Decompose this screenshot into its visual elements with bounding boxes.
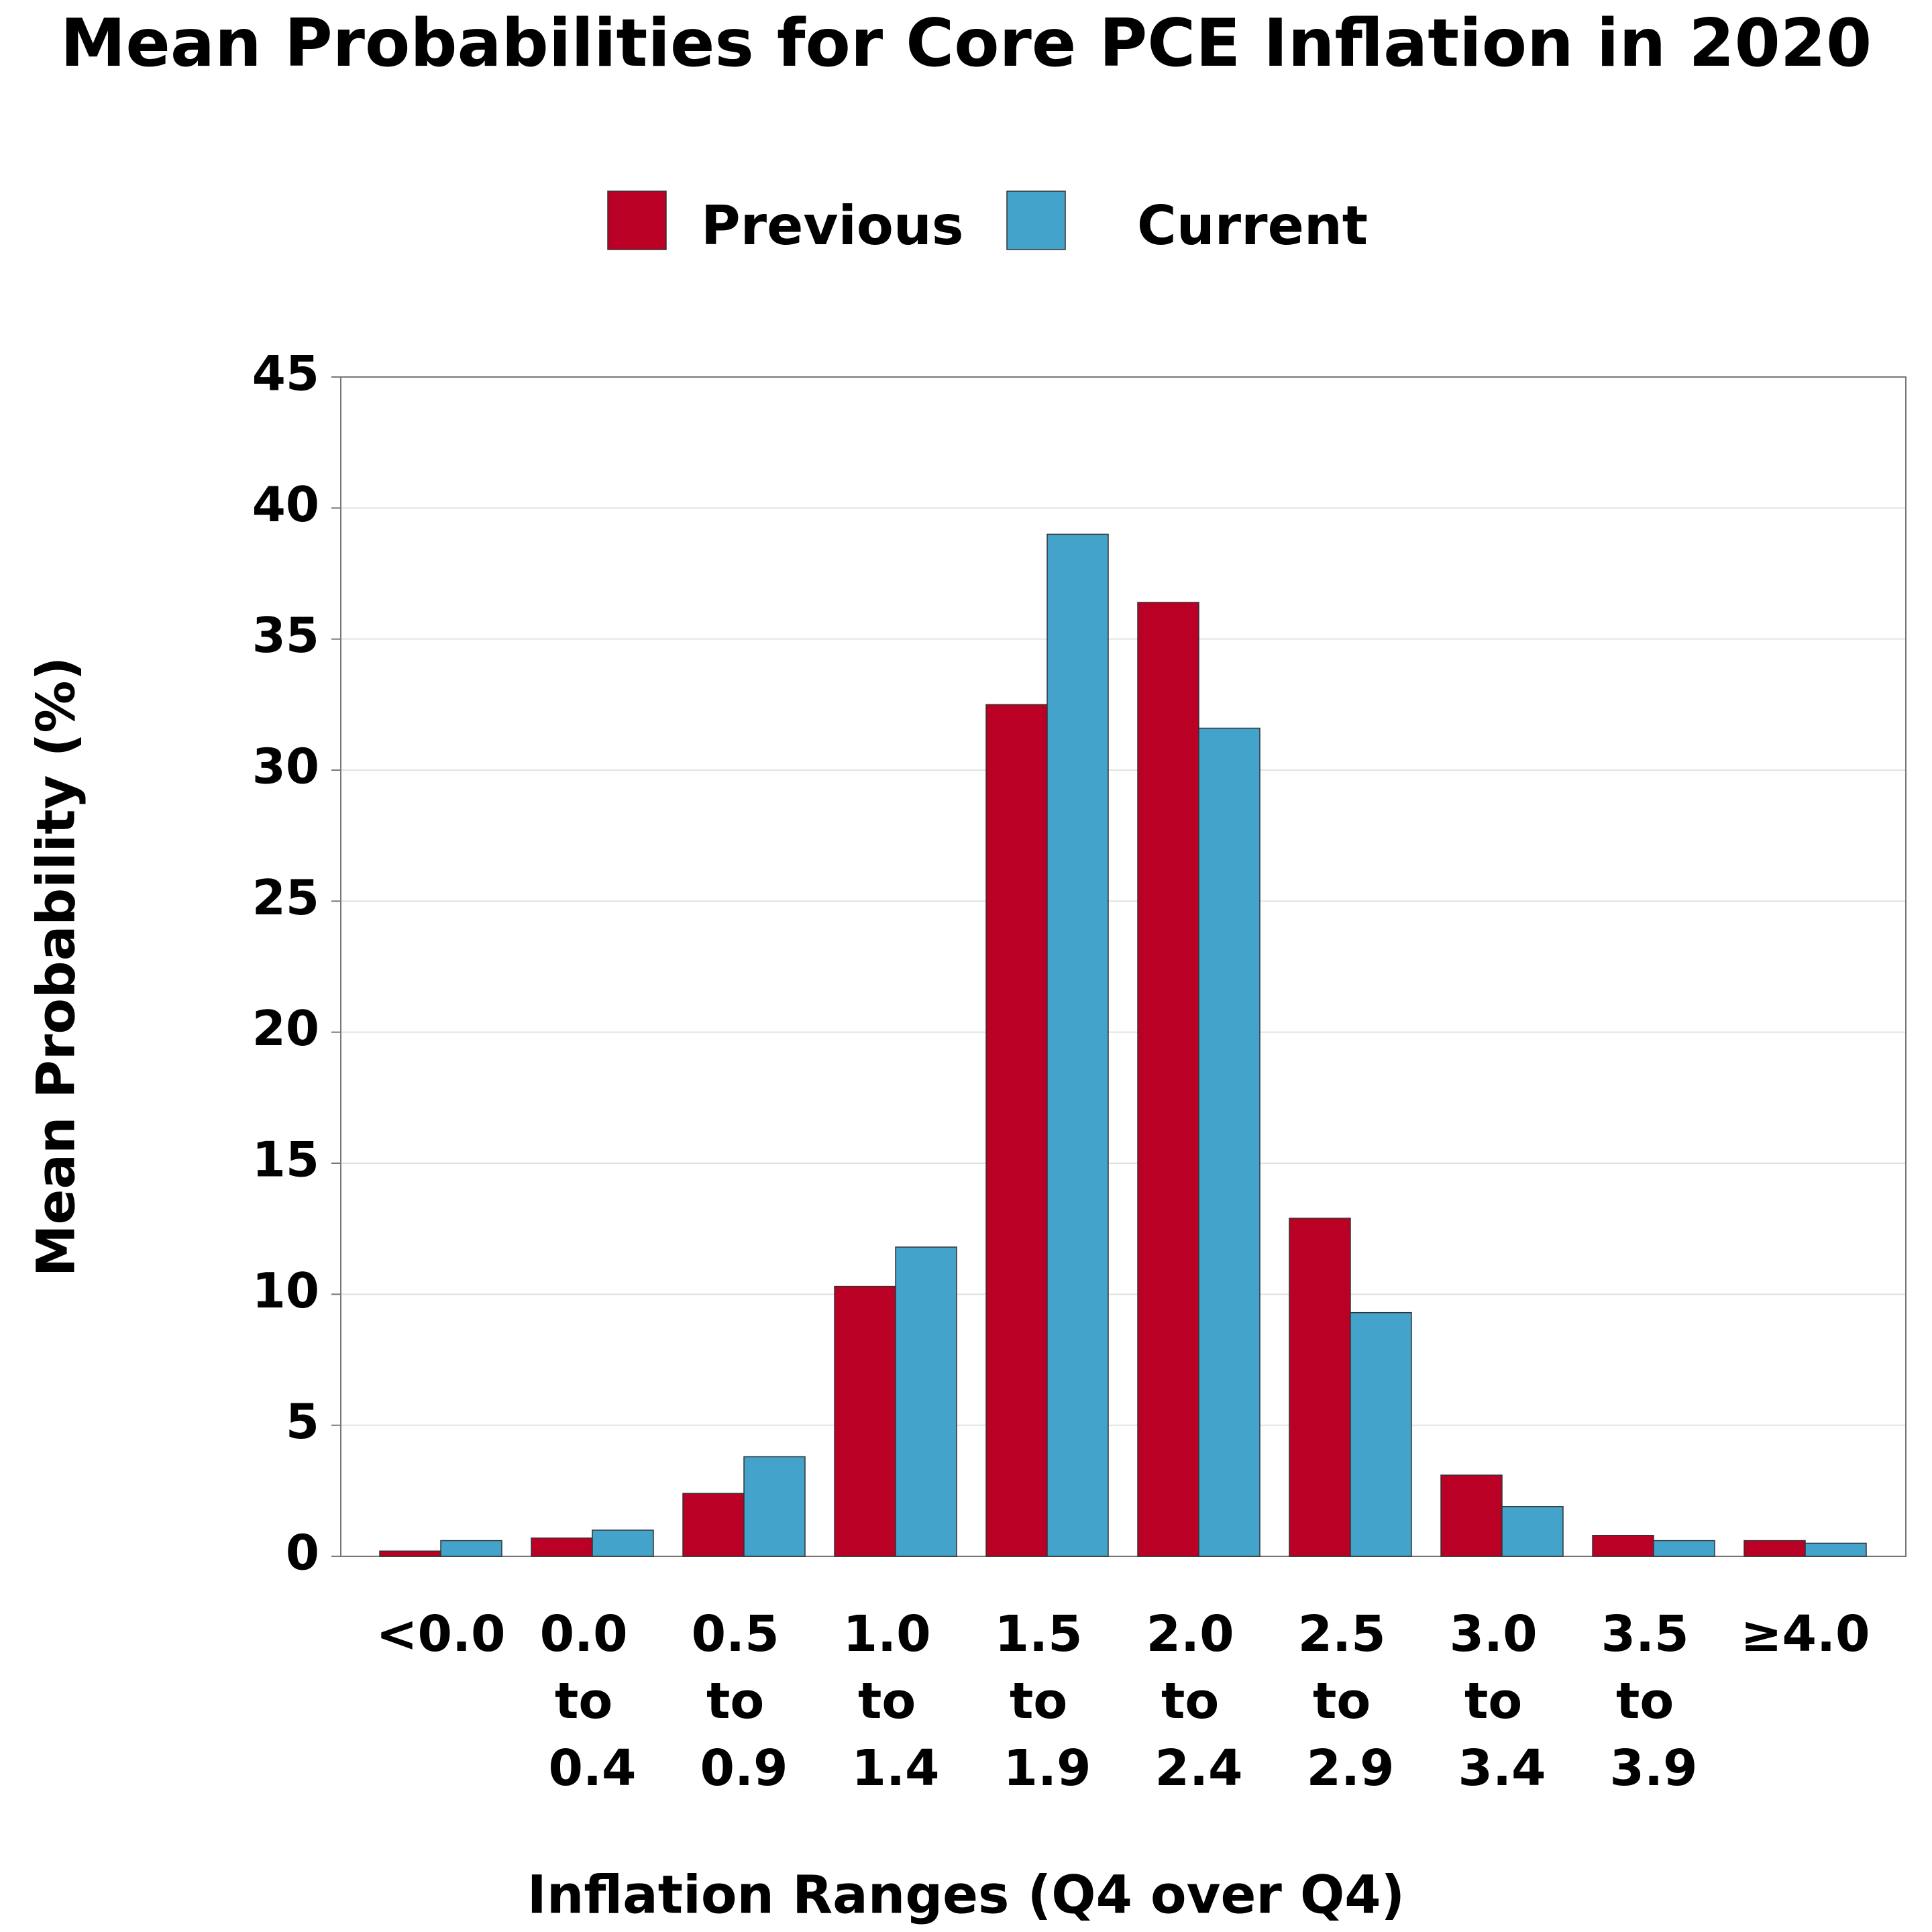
legend-label: Previous xyxy=(701,195,963,257)
bar xyxy=(985,704,1048,1557)
y-tick-label: 30 xyxy=(252,739,319,795)
bar xyxy=(440,1540,502,1557)
legend-swatch xyxy=(1006,191,1066,250)
x-tick-label: 1.0 to 1.4 xyxy=(843,1605,949,1797)
y-tick-label: 5 xyxy=(286,1393,319,1450)
y-tick-label: 45 xyxy=(252,345,319,402)
x-axis-title: Inflation Ranges (Q4 over Q4) xyxy=(527,1865,1405,1925)
bar xyxy=(531,1537,593,1557)
x-tick-label: 2.0 to 2.4 xyxy=(1146,1605,1252,1797)
x-tick-label: 2.5 to 2.9 xyxy=(1298,1605,1403,1797)
y-tick-label: 35 xyxy=(252,607,319,663)
chart-title: Mean Probabilities for Core PCE Inflatio… xyxy=(60,5,1872,82)
x-tick-label: ≥4.0 xyxy=(1740,1605,1870,1663)
bar xyxy=(1137,602,1199,1557)
bar xyxy=(743,1456,806,1557)
bar xyxy=(834,1285,896,1557)
bar xyxy=(1289,1218,1351,1557)
y-axis-title: Mean Probability (%) xyxy=(26,657,87,1277)
bar xyxy=(895,1246,957,1557)
x-tick-label: 3.0 to 3.4 xyxy=(1450,1605,1555,1797)
bar xyxy=(1198,727,1260,1557)
bar xyxy=(1805,1542,1867,1557)
y-tick-label: 20 xyxy=(252,1000,319,1057)
y-tick-label: 25 xyxy=(252,869,319,926)
y-tick-label: 10 xyxy=(252,1263,319,1319)
y-tick-label: 15 xyxy=(252,1132,319,1188)
bar xyxy=(592,1529,654,1557)
plot-frame xyxy=(340,376,1907,1557)
legend-label: Current xyxy=(1137,195,1368,257)
legend-swatch xyxy=(607,191,667,250)
bar xyxy=(1440,1474,1503,1557)
bar xyxy=(1653,1540,1715,1557)
bar xyxy=(682,1493,745,1557)
bar xyxy=(1350,1311,1412,1557)
bar xyxy=(1501,1506,1564,1557)
y-tick-label: 0 xyxy=(286,1525,319,1581)
x-tick-label: 3.5 to 3.9 xyxy=(1601,1605,1707,1797)
bar xyxy=(379,1550,441,1557)
x-tick-label: 1.5 to 1.9 xyxy=(995,1605,1100,1797)
y-tick-label: 40 xyxy=(252,476,319,533)
bar xyxy=(1046,533,1109,1557)
x-tick-label: <0.0 xyxy=(376,1605,505,1663)
bar xyxy=(1592,1534,1654,1557)
x-tick-label: 0.0 to 0.4 xyxy=(540,1605,645,1797)
bar xyxy=(1743,1540,1806,1557)
x-tick-label: 0.5 to 0.9 xyxy=(692,1605,797,1797)
